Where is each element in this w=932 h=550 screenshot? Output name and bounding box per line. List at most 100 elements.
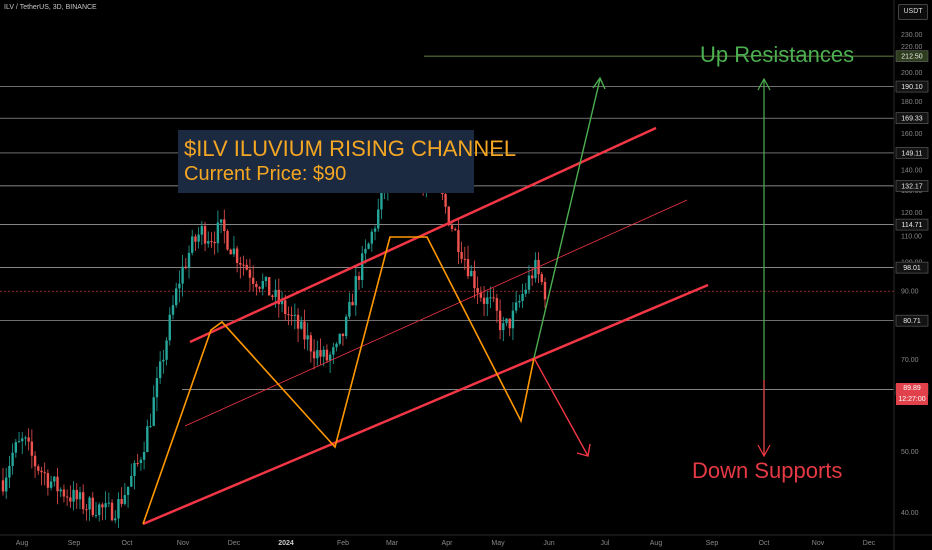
candle-body (328, 354, 332, 361)
candle-body (360, 253, 364, 280)
price-tick-label: 230.00 (901, 32, 923, 39)
candle-body (53, 476, 56, 482)
candle-body (149, 425, 152, 427)
up-projection-arrow (533, 78, 601, 359)
candle-body (470, 270, 473, 277)
candle-body (280, 300, 284, 305)
candle-body (21, 438, 24, 442)
level-tag (895, 261, 929, 274)
candle-body (133, 462, 136, 476)
candle-body (181, 266, 184, 284)
lower-channel-line[interactable] (142, 283, 709, 526)
candle-body (530, 275, 534, 279)
price-tick-label: 90.00 (901, 288, 919, 295)
candle-body (91, 497, 94, 516)
candle-body (30, 441, 34, 456)
candle-body (14, 442, 18, 453)
currency-button[interactable]: USDT (898, 4, 928, 20)
candle-body (232, 248, 236, 255)
candle-body (348, 301, 351, 317)
time-tick-label: Aug (650, 540, 663, 547)
candle-body (373, 228, 377, 232)
candle-body (287, 314, 290, 316)
candle-body (184, 266, 188, 268)
candle-body (69, 497, 72, 502)
candle-body (62, 489, 66, 497)
candle-body (40, 470, 43, 473)
price-tick-label: 70.00 (901, 357, 919, 364)
down-projection-arrow (533, 357, 589, 457)
candle-body (142, 451, 146, 460)
time-tick-label: Feb (337, 540, 349, 547)
candle-body (123, 495, 127, 504)
candle-body (81, 492, 85, 510)
candle-body (200, 225, 204, 235)
level-tag (895, 147, 929, 159)
candle-body (540, 274, 543, 282)
time-tick-label: Nov (177, 540, 190, 547)
upper-channel-line[interactable] (189, 126, 657, 344)
candle-body (380, 189, 383, 210)
candle-body (94, 515, 98, 517)
annotation-box[interactable]: $ILV ILUVIUM RISING CHANNEL Current Pric… (178, 130, 516, 193)
candle-body (492, 297, 495, 299)
candle-body (75, 489, 78, 500)
candle-body (463, 258, 467, 260)
candle-body (284, 300, 287, 315)
level-tag (895, 112, 929, 124)
candle-body (139, 459, 143, 464)
candle-body (277, 289, 281, 305)
time-tick-label: Nov (812, 540, 825, 547)
level-tag-label: 149.11 (902, 150, 923, 157)
time-tick-label: 2024 (278, 540, 294, 547)
candle-body (178, 283, 181, 289)
candle-body (322, 349, 325, 357)
candle-body (43, 472, 46, 474)
candle-body (72, 489, 75, 502)
time-tick-label: Jul (601, 540, 610, 547)
current-price-value: 89.89 (903, 385, 921, 392)
symbol-label: ILV / TetherUS, 3D, BINANCE (4, 4, 97, 11)
candle-body (527, 275, 531, 290)
candle-body (274, 289, 277, 298)
level-tag (895, 314, 929, 327)
candle-body (377, 209, 380, 229)
candle-body (306, 335, 309, 340)
candle-body (341, 333, 345, 337)
time-tick-label: Dec (228, 540, 241, 547)
candle-body (476, 288, 479, 293)
level-tag-label: 132.17 (901, 183, 923, 190)
time-tick-label: Mar (386, 540, 399, 547)
candle-body (187, 252, 191, 268)
candle-body (207, 241, 210, 244)
candle-body (120, 498, 123, 504)
candle-body (197, 234, 200, 242)
candle-body (293, 314, 297, 316)
candle-body (107, 502, 111, 504)
candle-body (447, 206, 450, 226)
candle-body (11, 452, 14, 466)
candle-body (213, 241, 216, 244)
up-resistances-label: Up Resistances (700, 42, 855, 67)
candle-body (152, 397, 155, 426)
price-tick-label: 140.00 (901, 168, 923, 175)
candle-body (312, 351, 316, 359)
candle-body (5, 477, 8, 492)
price-tick-label: 160.00 (901, 131, 923, 138)
time-tick-label: Aug (16, 540, 29, 547)
price-tick-label: 200.00 (901, 70, 923, 77)
level-tag-label: 212.50 (901, 54, 923, 61)
candle-body (450, 225, 454, 229)
candle-body (59, 489, 62, 492)
candle-body (171, 305, 175, 315)
candle-body (357, 276, 361, 280)
time-tick-label: Sep (706, 540, 719, 547)
candle-body (508, 318, 511, 329)
candle-body (534, 259, 537, 279)
candle-body (351, 301, 354, 306)
time-tick-label: Dec (863, 540, 876, 547)
candle-body (101, 504, 104, 508)
candle-body (158, 361, 162, 379)
candle-body (309, 335, 313, 352)
candle-body (245, 264, 248, 270)
